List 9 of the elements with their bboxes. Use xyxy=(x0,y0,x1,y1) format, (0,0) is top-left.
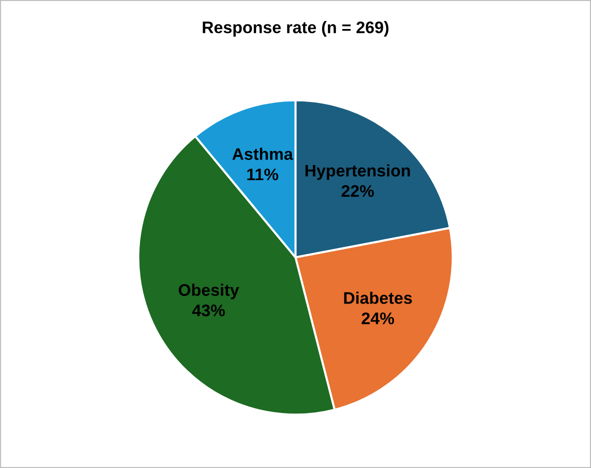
data-label: 24% xyxy=(362,312,394,324)
slice-label: Diabetes xyxy=(344,292,412,304)
data-label: 22% xyxy=(342,185,374,197)
slice-label: Obesity xyxy=(178,284,240,300)
slice-label: Hypertension xyxy=(306,164,410,180)
chart-title: Response rate (n = 269) xyxy=(202,21,388,37)
data-label: 43% xyxy=(192,304,225,316)
slice-label: Asthma xyxy=(232,148,294,160)
data-label: 11% xyxy=(247,168,278,180)
